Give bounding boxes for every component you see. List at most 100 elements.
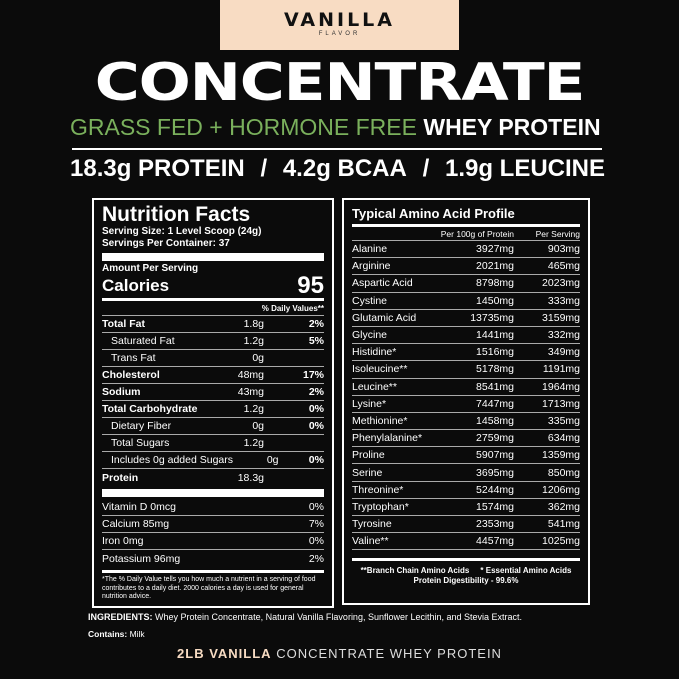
nutrient-row: Trans Fat 0g (102, 350, 324, 367)
amount-per-serving: Amount Per Serving (102, 263, 199, 274)
nutrient-name: Cholesterol (102, 369, 160, 381)
amino-title: Typical Amino Acid Profile (352, 206, 515, 221)
amino-row: Glutamic Acid 13735mg 3159mg (352, 310, 580, 327)
flavor-badge: VANILLA FLAVOR (220, 0, 459, 50)
amino-per-100g: 2021mg (476, 260, 514, 273)
amino-name: Arginine (352, 260, 391, 273)
amino-per-serving: 1206mg (542, 483, 580, 496)
amino-per-100g: 1450mg (476, 294, 514, 307)
subtitle-white: WHEY PROTEIN (423, 114, 601, 140)
vitamin-row: Iron 0mg 0% (102, 533, 324, 550)
amino-name: Isoleucine** (352, 363, 408, 376)
nutrient-dv: 17% (302, 369, 324, 381)
vitamin-dv: 2% (308, 552, 324, 565)
amino-per-100g: 3695mg (476, 466, 514, 479)
amino-per-100g: 5907mg (476, 449, 514, 462)
nutrient-amount: 18.3g (237, 471, 264, 484)
amino-per-serving: 332mg (547, 329, 580, 342)
stat-protein: 18.3g PROTEIN (70, 155, 245, 182)
amino-per-100g: 2353mg (476, 518, 514, 531)
amino-per-100g: 2759mg (476, 432, 514, 445)
stat-sep: / (422, 155, 430, 182)
nutrient-row: Total Fat 1.8g 2% (102, 316, 324, 333)
nutrient-row: Dietary Fiber 0g 0% (102, 418, 324, 435)
vitamin-row: Vitamin D 0mcg 0% (102, 499, 324, 516)
nutrient-row: Includes 0g added Sugars 0g 0% (102, 452, 324, 469)
vitamin-row: Calcium 85mg 7% (102, 516, 324, 533)
amino-per-serving: 349mg (547, 346, 580, 359)
amino-per-100g: 3927mg (476, 243, 514, 256)
amino-row: Tyrosine 2353mg 541mg (352, 516, 580, 534)
footnote: *The % Daily Value tells you how much a … (102, 570, 324, 602)
nutrition-facts-panel: Nutrition Facts Serving Size: 1 Level Sc… (92, 198, 334, 608)
contains-text: Milk (127, 629, 145, 639)
nutrition-title: Nutrition Facts (102, 203, 251, 226)
vitamin-dv: 0% (308, 535, 324, 547)
nutrient-row: Saturated Fat 1.2g 5% (102, 333, 324, 350)
amino-name: Serine (352, 466, 383, 479)
amino-per-100g: 13735mg (470, 311, 514, 324)
amino-row: Lysine* 7447mg 1713mg (352, 396, 580, 413)
stat-sep: / (260, 155, 268, 182)
amino-per-100g: 4457mg (476, 535, 514, 548)
ingredients-label: INGREDIENTS: (88, 612, 153, 622)
amino-name: Glycine (352, 329, 388, 342)
footer-bold: 2LB VANILLA (177, 646, 272, 661)
amino-per-serving: 1359mg (542, 449, 580, 462)
amino-per-serving: 3159mg (542, 311, 580, 324)
contains-label: Contains: (88, 629, 128, 639)
nutrient-amount: 1.8g (243, 318, 264, 330)
nutrient-dv: 2% (308, 318, 324, 330)
amino-per-100g: 5178mg (476, 363, 514, 376)
amino-notes: **Branch Chain Amino Acids * Essential A… (352, 558, 580, 586)
nutrient-name: Trans Fat (111, 352, 156, 364)
col-per-100g: Per 100g of Protein (440, 228, 514, 239)
amino-per-serving: 850mg (547, 466, 580, 479)
calories-value: 95 (297, 272, 324, 299)
footer-tagline: 2LB VANILLA CONCENTRATE WHEY PROTEIN (0, 646, 679, 662)
amino-row: Isoleucine** 5178mg 1191mg (352, 361, 580, 379)
amino-per-serving: 333mg (547, 294, 580, 307)
nutrient-amount: 1.2g (243, 437, 264, 449)
amino-per-100g: 7447mg (476, 397, 514, 410)
stat-leucine: 1.9g LEUCINE (444, 155, 605, 182)
amino-per-serving: 335mg (547, 414, 580, 427)
calories-label: Calories (102, 276, 170, 295)
thick-divider (102, 489, 324, 497)
nutrient-amount: 0g (252, 352, 264, 364)
col-per-serving: Per Serving (535, 228, 580, 239)
amino-per-serving: 1191mg (542, 363, 580, 376)
nutrient-row: Total Carbohydrate 1.2g 0% (102, 401, 324, 418)
amino-per-100g: 8798mg (476, 277, 514, 290)
amino-row: Serine 3695mg 850mg (352, 464, 580, 482)
ingredients-text: Whey Protein Concentrate, Natural Vanill… (152, 612, 523, 622)
flavor-name: VANILLA (283, 9, 395, 31)
vitamin-row: Potassium 96mg 2% (102, 550, 324, 567)
nutrient-name: Protein (102, 471, 139, 484)
subtitle-green: GRASS FED + HORMONE FREE (70, 114, 417, 140)
amino-per-serving: 465mg (547, 260, 580, 273)
amino-per-100g: 8541mg (476, 380, 514, 393)
footer-rest: CONCENTRATE WHEY PROTEIN (271, 646, 502, 661)
amino-per-serving: 1025mg (542, 535, 580, 548)
nutrient-name: Includes 0g added Sugars (111, 454, 234, 466)
amino-row: Threonine* 5244mg 1206mg (352, 482, 580, 499)
amino-per-100g: 1516mg (476, 346, 514, 359)
thick-divider (102, 253, 324, 261)
nutrient-row: Protein 18.3g (102, 469, 324, 486)
amino-row: Valine** 4457mg 1025mg (352, 533, 580, 551)
amino-name: Cystine (352, 294, 388, 307)
amino-row: Cystine 1450mg 333mg (352, 293, 580, 310)
nutrient-name: Saturated Fat (111, 335, 175, 347)
amino-name: Alanine (352, 243, 388, 256)
amino-per-100g: 5244mg (476, 483, 514, 496)
divider (72, 148, 602, 150)
nutrient-dv: 2% (308, 386, 324, 398)
nutrient-name: Sodium (102, 386, 141, 398)
amino-per-100g: 1441mg (476, 329, 514, 342)
amino-note-legend: **Branch Chain Amino Acids * Essential A… (360, 566, 572, 576)
nutrient-amount: 0g (266, 454, 279, 466)
amino-name: Glutamic Acid (352, 311, 417, 324)
amino-per-100g: 1458mg (476, 414, 514, 427)
nutrient-amount: 48mg (237, 369, 264, 381)
